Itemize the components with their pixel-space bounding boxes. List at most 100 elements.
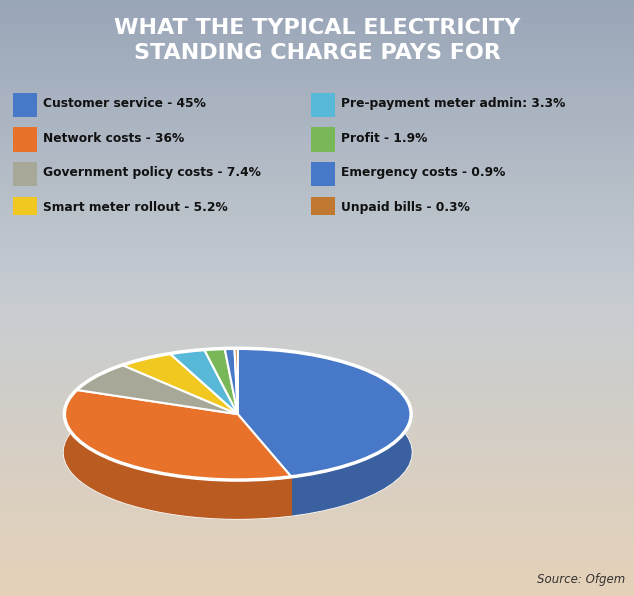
Bar [0, 554, 634, 560]
Polygon shape [235, 348, 238, 386]
Bar [0, 429, 634, 435]
Polygon shape [122, 353, 238, 414]
Bar [0, 238, 634, 244]
Bar [0, 143, 634, 149]
FancyBboxPatch shape [13, 128, 37, 151]
Bar [0, 519, 634, 524]
Bar [0, 18, 634, 24]
Text: Smart meter rollout - 5.2%: Smart meter rollout - 5.2% [43, 201, 228, 215]
Polygon shape [204, 349, 224, 387]
Bar [0, 280, 634, 286]
Ellipse shape [65, 386, 411, 518]
FancyBboxPatch shape [311, 197, 335, 221]
Bar [0, 30, 634, 36]
Bar [0, 83, 634, 89]
Bar [0, 185, 634, 191]
Bar [0, 507, 634, 513]
FancyBboxPatch shape [311, 92, 335, 117]
Polygon shape [238, 348, 411, 515]
Bar [0, 375, 634, 381]
Bar [0, 322, 634, 328]
Bar [0, 381, 634, 387]
Polygon shape [170, 349, 204, 392]
Bar [0, 334, 634, 340]
Bar [0, 572, 634, 578]
Bar [0, 215, 634, 221]
Bar [0, 24, 634, 30]
Bar [0, 274, 634, 280]
Bar [0, 72, 634, 77]
Bar [0, 66, 634, 72]
Bar [0, 244, 634, 250]
Bar [0, 113, 634, 119]
Bar [0, 226, 634, 232]
Text: Source: Ofgem: Source: Ofgem [537, 573, 625, 586]
Bar [0, 36, 634, 42]
Bar [0, 584, 634, 590]
Bar [0, 459, 634, 465]
Bar [0, 465, 634, 471]
Bar [0, 435, 634, 441]
Bar [0, 310, 634, 316]
Bar [0, 304, 634, 310]
Bar [0, 358, 634, 364]
Bar [0, 89, 634, 95]
Bar [0, 173, 634, 179]
Text: WHAT THE TYPICAL ELECTRICITY
STANDING CHARGE PAYS FOR: WHAT THE TYPICAL ELECTRICITY STANDING CH… [114, 18, 520, 63]
Bar [0, 209, 634, 215]
Bar [0, 0, 634, 6]
Text: Profit - 1.9%: Profit - 1.9% [341, 132, 427, 145]
Bar [0, 101, 634, 107]
Bar [0, 387, 634, 393]
Bar [0, 471, 634, 477]
Bar [0, 423, 634, 429]
Bar [0, 191, 634, 197]
Bar [0, 131, 634, 137]
Bar [0, 501, 634, 507]
FancyBboxPatch shape [311, 162, 335, 187]
Bar [0, 417, 634, 423]
Bar [0, 232, 634, 238]
Bar [0, 548, 634, 554]
Bar [0, 298, 634, 304]
Polygon shape [224, 348, 238, 414]
Polygon shape [170, 349, 238, 414]
Bar [0, 149, 634, 155]
Bar [0, 590, 634, 596]
Text: Network costs - 36%: Network costs - 36% [43, 132, 184, 145]
Bar [0, 483, 634, 489]
Bar [0, 77, 634, 83]
Bar [0, 161, 634, 167]
Polygon shape [65, 390, 292, 480]
FancyBboxPatch shape [311, 128, 335, 151]
Text: Government policy costs - 7.4%: Government policy costs - 7.4% [43, 166, 261, 179]
Bar [0, 167, 634, 173]
Bar [0, 542, 634, 548]
Bar [0, 262, 634, 268]
Bar [0, 155, 634, 161]
Bar [0, 256, 634, 262]
Text: Customer service - 45%: Customer service - 45% [43, 97, 206, 110]
Bar [0, 477, 634, 483]
Polygon shape [65, 390, 292, 518]
Bar [0, 524, 634, 530]
Polygon shape [238, 348, 411, 477]
Bar [0, 489, 634, 495]
Bar [0, 399, 634, 405]
Bar [0, 119, 634, 125]
Polygon shape [122, 353, 170, 403]
Bar [0, 411, 634, 417]
Bar [0, 393, 634, 399]
Bar [0, 137, 634, 143]
Bar [0, 453, 634, 459]
Bar [0, 328, 634, 334]
Bar [0, 286, 634, 292]
Bar [0, 203, 634, 209]
Polygon shape [235, 348, 238, 414]
Bar [0, 292, 634, 298]
Polygon shape [204, 349, 238, 414]
Bar [0, 48, 634, 54]
Text: Emergency costs - 0.9%: Emergency costs - 0.9% [341, 166, 505, 179]
Bar [0, 447, 634, 453]
FancyBboxPatch shape [13, 197, 37, 221]
